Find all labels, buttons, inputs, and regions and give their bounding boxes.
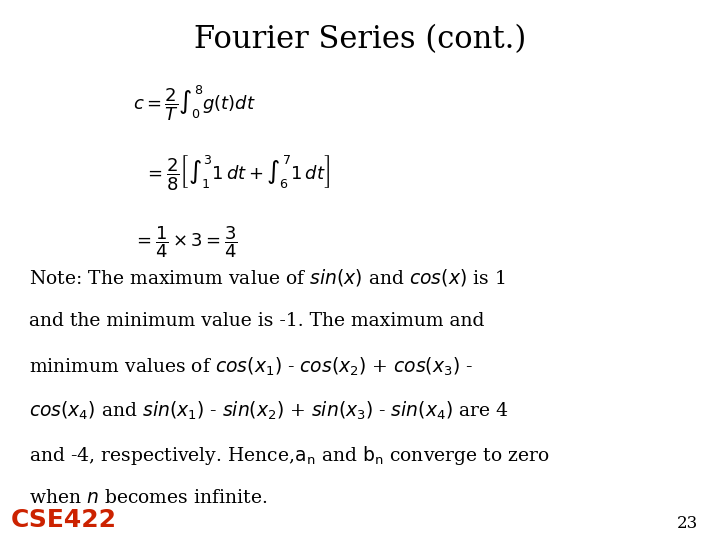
Text: Note: The maximum value of $\mathit{sin(x)}$ and $\mathit{cos(x)}$ is 1: Note: The maximum value of $\mathit{sin(… xyxy=(29,267,505,288)
Text: and -4, respectively. Hence,$\mathrm{a_n}$ and $\mathrm{b_n}$ converge to zero: and -4, respectively. Hence,$\mathrm{a_n… xyxy=(29,444,549,468)
Text: $= \dfrac{1}{4} \times 3 = \dfrac{3}{4}$: $= \dfrac{1}{4} \times 3 = \dfrac{3}{4}$ xyxy=(133,224,238,260)
Text: $c = \dfrac{2}{T}\int_0^8 g(t)dt$: $c = \dfrac{2}{T}\int_0^8 g(t)dt$ xyxy=(133,84,256,123)
Text: 23: 23 xyxy=(677,515,698,532)
Text: $= \dfrac{2}{8}\left[\int_1^3 1\,dt + \int_6^7 1\,dt\right]$: $= \dfrac{2}{8}\left[\int_1^3 1\,dt + \i… xyxy=(144,154,330,193)
Text: Fourier Series (cont.): Fourier Series (cont.) xyxy=(194,24,526,55)
Text: minimum values of $\mathit{cos(x_1)}$ - $\mathit{cos(x_2)}$ + $\mathit{cos(x_3)}: minimum values of $\mathit{cos(x_1)}$ - … xyxy=(29,356,473,378)
Text: CSE422: CSE422 xyxy=(11,508,117,532)
Text: $\mathit{cos(x_4)}$ and $\mathit{sin(x_1)}$ - $\mathit{sin(x_2)}$ + $\mathit{sin: $\mathit{cos(x_4)}$ and $\mathit{sin(x_1… xyxy=(29,400,508,422)
Text: and the minimum value is -1. The maximum and: and the minimum value is -1. The maximum… xyxy=(29,312,484,329)
Text: when $\mathit{n}$ becomes infinite.: when $\mathit{n}$ becomes infinite. xyxy=(29,489,267,507)
